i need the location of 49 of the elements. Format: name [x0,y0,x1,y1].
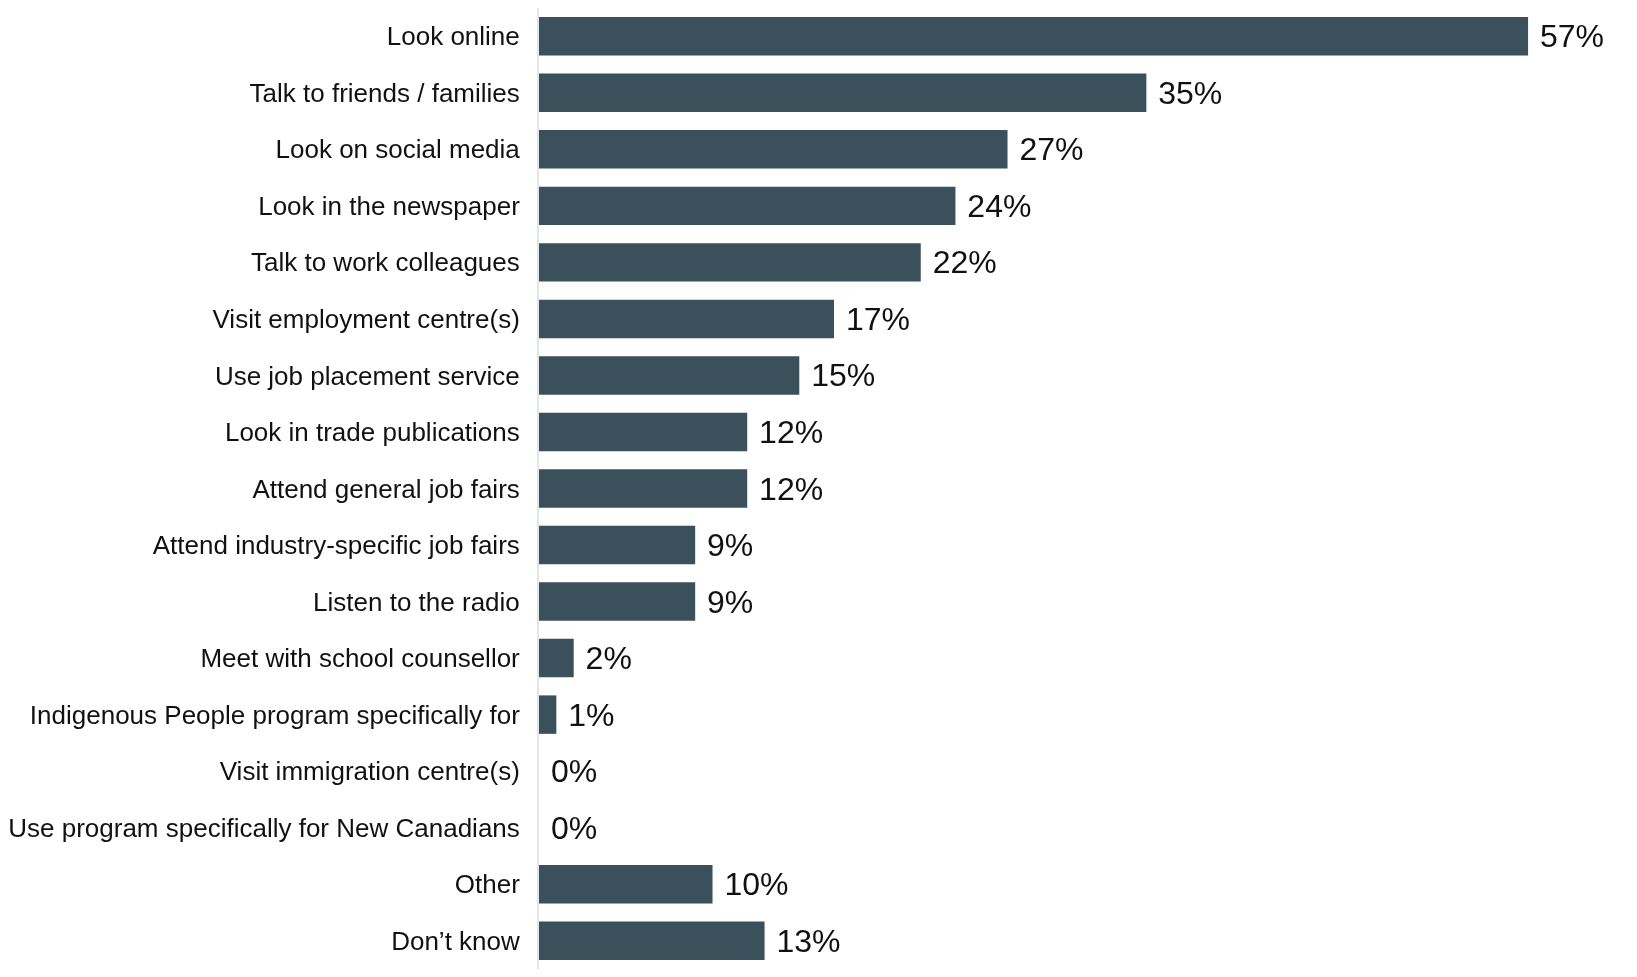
bar [539,17,1529,56]
bar [539,299,834,339]
bar [539,73,1147,113]
y-tick-label: Listen to the radio [313,586,520,617]
y-tick-label: Use program specifically for New Canadians [8,812,520,843]
y-tick-label: Attend industry-specific job fairs [152,530,520,561]
data-label: 12% [750,470,824,507]
y-tick-label: Talk to work colleagues [250,247,520,278]
data-label: 35% [1149,74,1223,111]
data-label: 17% [836,300,910,337]
bar [539,469,748,508]
data-label: 57% [1531,18,1605,55]
y-tick-label: Look in trade publications [224,417,520,448]
data-label: 27% [1010,131,1084,168]
y-tick-label: Talk to friends / families [249,77,520,108]
data-label: 12% [750,413,824,450]
y-tick-label: Meet with school counsellor [200,643,521,674]
bar [539,695,557,734]
bar [539,356,800,395]
data-label: 15% [802,357,876,394]
bar [539,921,765,960]
bar [539,130,1008,169]
y-tick-label: Use job placement service [214,360,520,391]
data-label: 9% [698,527,754,564]
data-label: 2% [576,640,632,677]
bar [539,412,748,452]
y-tick-label: Indigenous People program specifically for [29,699,521,730]
y-tick-label: Other [454,869,521,900]
y-tick-label: Attend general job fairs [252,473,520,504]
data-label: 10% [715,866,789,903]
data-label: 13% [767,922,841,959]
data-label: 0% [542,753,598,790]
data-label: 22% [923,244,997,281]
y-tick-label: Visit immigration centre(s) [219,756,520,787]
y-tick-label: Look on social media [275,134,521,165]
bar [539,243,921,282]
data-label: 24% [958,187,1032,224]
data-label: 1% [559,696,615,733]
y-tick-label: Look online [386,21,520,52]
y-tick-label: Look in the newspaper [258,190,521,221]
bar [539,582,696,621]
data-label: 0% [542,809,598,846]
bar [539,525,696,565]
bar [539,864,713,904]
y-tick-label: Visit employment centre(s) [212,304,520,335]
bar [539,186,956,226]
y-tick-label: Don’t know [391,925,521,956]
bar [539,638,574,678]
data-label: 9% [698,583,754,620]
